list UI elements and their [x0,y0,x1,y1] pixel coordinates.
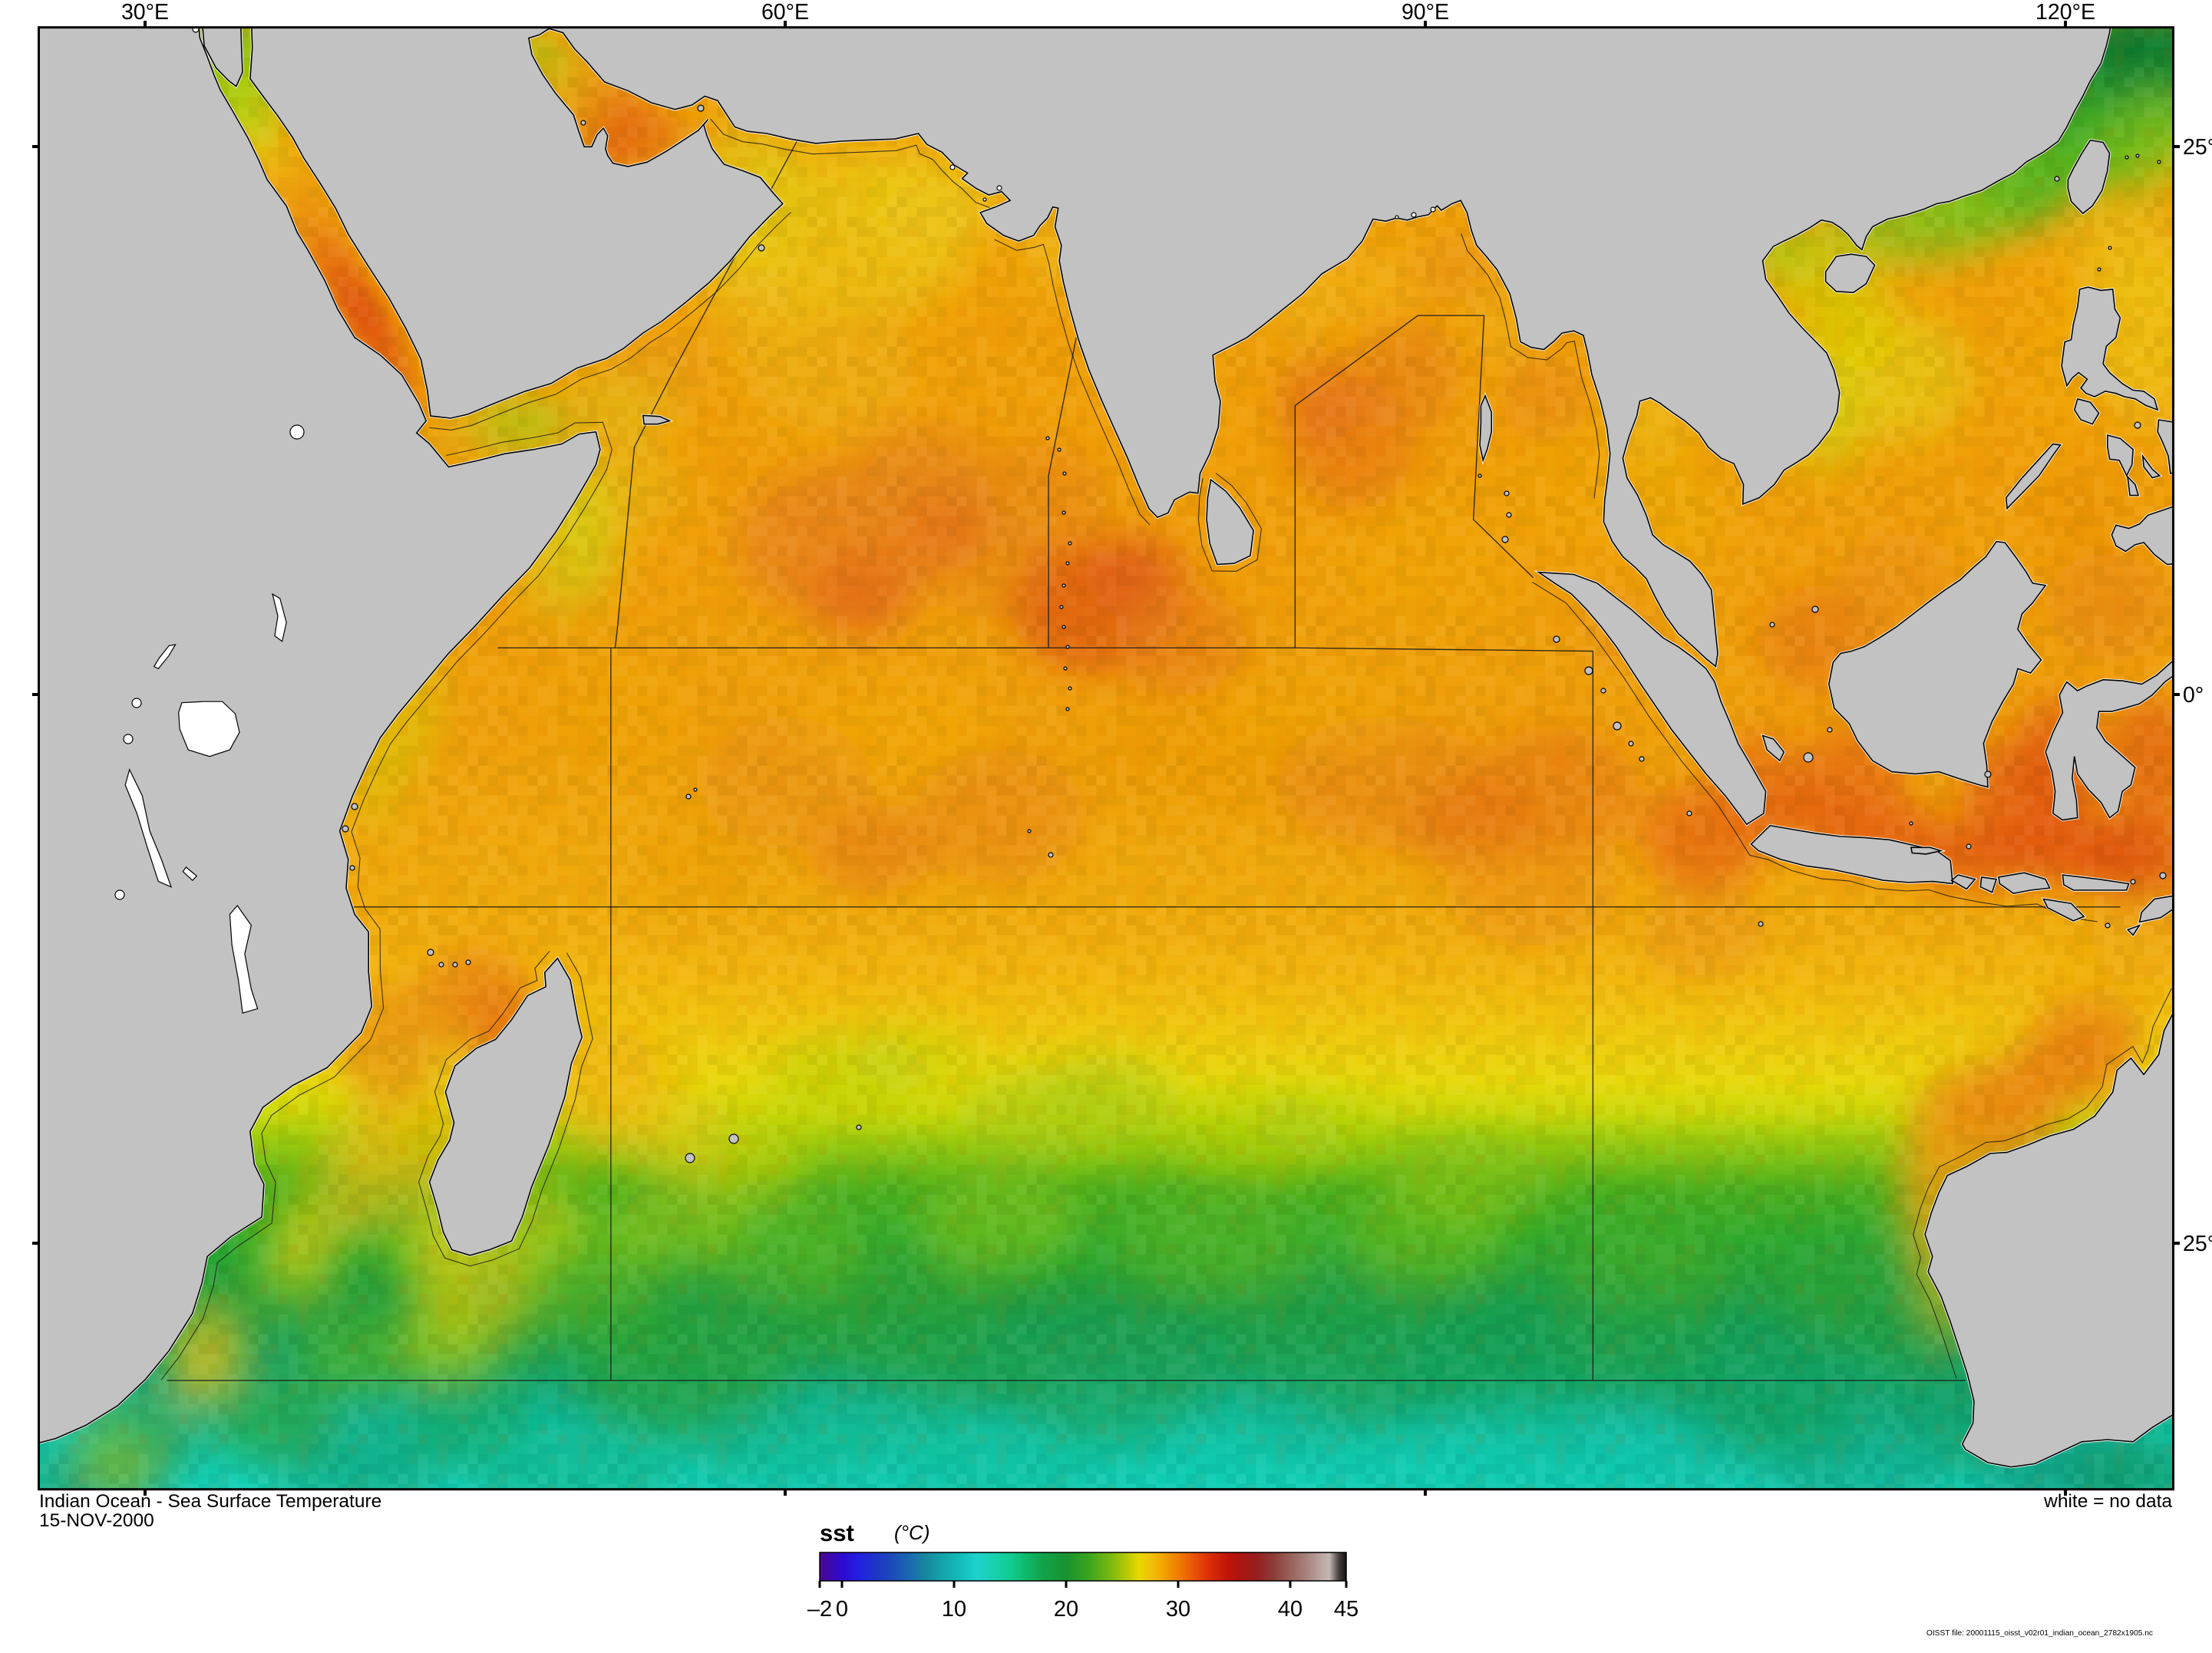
svg-text:0: 0 [836,1597,848,1622]
svg-text:OISST file: 20001115_oisst_v02: OISST file: 20001115_oisst_v02r01_indian… [1926,1629,2153,1638]
svg-text:10: 10 [942,1597,966,1622]
svg-text:30: 30 [1166,1597,1190,1622]
svg-text:90°E: 90°E [1401,0,1449,25]
svg-text:white = no data: white = no data [2043,1491,2172,1512]
svg-text:0°: 0° [2183,683,2204,708]
svg-text:Indian Ocean - Sea Surface Tem: Indian Ocean - Sea Surface Temperature [39,1491,381,1512]
svg-text:120°E: 120°E [2035,0,2095,25]
svg-text:25°: 25° [2183,1232,2212,1256]
svg-text:15-NOV-2000: 15-NOV-2000 [39,1510,154,1531]
svg-text:30°E: 30°E [121,0,169,25]
svg-text:25°: 25° [2183,135,2212,160]
svg-text:45: 45 [1334,1597,1359,1622]
svg-text:60°E: 60°E [761,0,809,25]
svg-text:sst: sst [820,1519,854,1546]
svg-text:40: 40 [1278,1597,1302,1622]
svg-text:(°C): (°C) [894,1521,930,1544]
svg-text:–2: –2 [807,1597,832,1622]
svg-text:20: 20 [1054,1597,1078,1622]
